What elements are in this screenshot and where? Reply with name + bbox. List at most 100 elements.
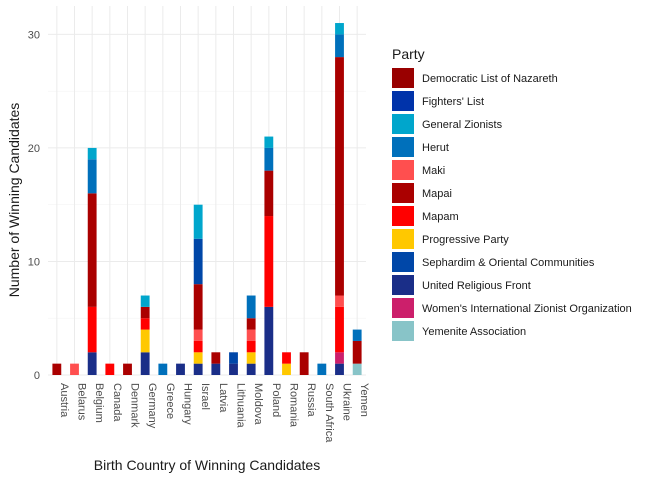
bar-segment: [105, 363, 115, 375]
bar-segment: [264, 147, 274, 171]
y-tick-label: 0: [34, 370, 40, 382]
legend-key: [392, 321, 414, 341]
x-tick-label: Poland: [270, 383, 282, 417]
bar-segment: [264, 216, 274, 307]
y-tick-label: 30: [28, 29, 40, 41]
x-tick-label: Belgium: [93, 383, 105, 423]
bar-segment: [123, 363, 132, 375]
bar-segment: [352, 329, 362, 341]
bar-segment: [140, 318, 150, 330]
legend-key: [392, 68, 414, 88]
bar-segment: [193, 204, 203, 239]
bar-segment: [317, 363, 327, 375]
bar-segment: [140, 306, 150, 319]
x-tick-label: Germany: [146, 383, 158, 429]
bar-segment: [246, 363, 256, 375]
x-tick-label: Greece: [164, 383, 176, 419]
legend-key: [392, 298, 414, 318]
x-tick-label: Russia: [305, 383, 317, 418]
y-tick-label: 10: [28, 256, 40, 268]
legend-title: Party: [392, 46, 425, 62]
legend-label: Herut: [422, 142, 449, 154]
bar-segment: [282, 352, 291, 364]
bar-segment: [335, 295, 344, 307]
y-axis: 0 10 20 30: [28, 29, 40, 382]
y-tick-label: 20: [28, 143, 40, 155]
bar-segment: [335, 363, 344, 375]
bar-segment: [246, 352, 256, 364]
x-tick-label: Latvia: [217, 383, 229, 413]
legend-label: Sephardim & Oriental Communities: [422, 257, 595, 269]
y-axis-title: Number of Winning Candidates: [6, 103, 22, 298]
x-tick-label: South Africa: [323, 383, 335, 443]
legend-key: [392, 137, 414, 157]
x-tick-label: Belarus: [76, 383, 88, 421]
bar-segment: [211, 352, 221, 364]
bar-segment: [282, 363, 291, 375]
bar-segment: [193, 238, 203, 285]
legend-key: [392, 275, 414, 295]
x-axis: Austria Belarus Belgium Canada Denmark German…: [58, 383, 370, 443]
bar-segment: [193, 329, 203, 341]
legend-label: Maki: [422, 165, 445, 177]
bar-segment: [87, 306, 97, 353]
bar-segment: [246, 295, 256, 319]
bars: [52, 23, 362, 375]
x-tick-label: Austria: [58, 383, 70, 418]
bar-segment: [229, 363, 238, 375]
legend-items: Democratic List of Nazareth Fighters' Lis…: [392, 68, 632, 341]
legend-key: [392, 206, 414, 226]
bar-segment: [140, 295, 150, 307]
legend-key: [392, 160, 414, 180]
bar-segment: [352, 363, 362, 375]
bar-segment: [87, 193, 97, 307]
x-tick-label: Denmark: [129, 383, 141, 428]
bar-segment: [229, 352, 238, 364]
legend-label: Progressive Party: [422, 234, 509, 246]
bar-segment: [246, 340, 256, 353]
legend-label: Yemenite Association: [422, 326, 526, 338]
bar-segment: [335, 23, 344, 35]
x-tick-label: Romania: [288, 383, 300, 428]
bar-segment: [193, 340, 203, 353]
x-tick-label: Lithuania: [235, 383, 247, 429]
bar-segment: [87, 147, 97, 160]
bar-segment: [264, 306, 274, 375]
legend-key: [392, 114, 414, 134]
legend-label: Mapam: [422, 211, 459, 223]
bar-segment: [264, 170, 274, 217]
bar-segment: [87, 352, 97, 375]
bar-segment: [70, 363, 79, 375]
x-tick-label: Hungary: [182, 383, 194, 425]
legend-label: Women's International Zionist Organizati…: [422, 303, 632, 315]
legend-key: [392, 183, 414, 203]
bar-segment: [335, 34, 344, 58]
bar-segment: [335, 57, 344, 296]
bar-segment: [246, 329, 256, 341]
legend-key: [392, 229, 414, 249]
bar-segment: [87, 159, 97, 194]
x-tick-label: Moldova: [252, 383, 264, 425]
bar-segment: [193, 352, 203, 364]
x-tick-label: Yemen: [358, 383, 370, 417]
bar-segment: [246, 318, 256, 330]
x-tick-label: Israel: [199, 383, 211, 410]
legend-label: General Zionists: [422, 119, 503, 131]
bar-segment: [335, 306, 344, 353]
legend-label: United Religious Front: [422, 280, 531, 292]
bar-segment: [264, 136, 274, 148]
x-tick-label: Canada: [111, 383, 123, 422]
x-axis-title: Birth Country of Winning Candidates: [94, 457, 320, 473]
bar-segment: [211, 363, 221, 375]
bar-segment: [352, 340, 362, 364]
legend: Party Democratic List of Nazareth Fighter…: [392, 46, 632, 341]
legend-label: Mapai: [422, 188, 452, 200]
bar-segment: [140, 352, 150, 375]
legend-key: [392, 91, 414, 111]
legend-label: Democratic List of Nazareth: [422, 73, 558, 85]
bar-segment: [176, 363, 185, 375]
bar-segment: [52, 363, 62, 375]
bar-segment: [299, 352, 309, 375]
